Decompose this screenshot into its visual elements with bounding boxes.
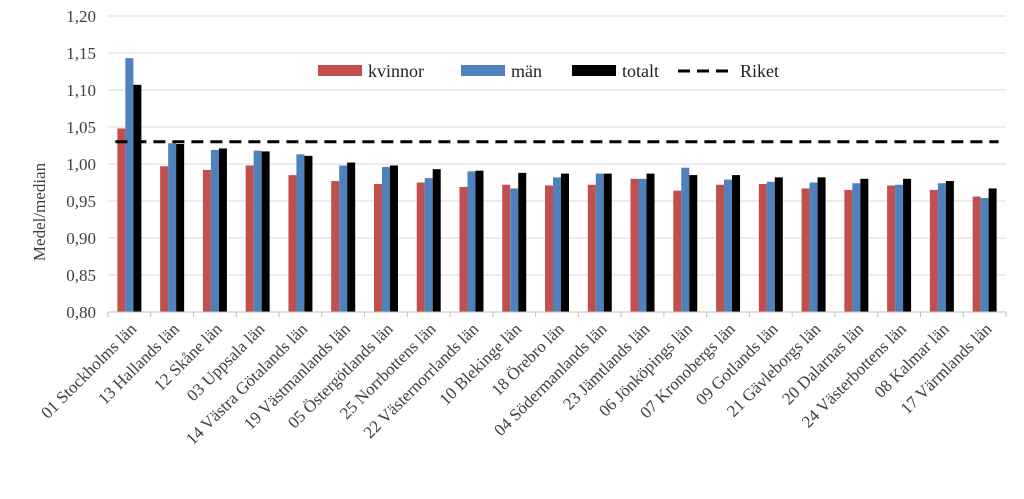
- bar-kvinnor: [331, 181, 340, 312]
- bars: [117, 58, 997, 313]
- y-axis: 0,80 0,85 0,90 0,95 1,00 1,05 1,10 1,15 1,20: [66, 7, 96, 322]
- bar-kvinnor: [117, 128, 126, 312]
- bar-kvinnor: [545, 185, 553, 312]
- bar-män: [253, 150, 262, 312]
- bar-män: [638, 178, 647, 312]
- bar-män: [595, 173, 604, 312]
- bar-kvinnor: [416, 182, 425, 312]
- bar-kvinnor: [673, 190, 682, 312]
- bar-kvinnor: [758, 183, 767, 312]
- bar-män: [980, 198, 989, 312]
- bar-kvinnor: [587, 184, 596, 312]
- bar-kvinnor: [373, 183, 382, 312]
- legend-label: kvinnor: [368, 61, 424, 81]
- bar-kvinnor: [160, 166, 169, 312]
- legend-label: Riket: [740, 61, 779, 81]
- bar-män: [724, 179, 733, 312]
- bar-kvinnor: [887, 185, 896, 312]
- bar-totalt: [304, 155, 313, 312]
- bar-kvinnor: [245, 165, 254, 312]
- bar-män: [424, 178, 433, 312]
- legend-swatch-totalt: [572, 65, 616, 76]
- bar-kvinnor: [502, 184, 511, 312]
- bar-totalt: [518, 172, 527, 312]
- bar-totalt: [732, 175, 741, 312]
- bar-totalt: [646, 173, 655, 312]
- bar-totalt: [903, 178, 912, 312]
- bar-män: [168, 143, 177, 312]
- legend-swatch-kvinnor: [318, 65, 362, 76]
- bar-totalt: [432, 169, 441, 312]
- bar-kvinnor: [288, 175, 297, 312]
- bar-totalt: [689, 175, 698, 312]
- bar-kvinnor: [844, 189, 853, 312]
- legend-swatch-män: [461, 65, 505, 76]
- legend-label: totalt: [622, 61, 659, 81]
- bar-män: [296, 154, 305, 312]
- y-tick-label: 0,80: [66, 303, 96, 322]
- bar-män: [553, 177, 561, 312]
- y-axis-title: Medel/median: [30, 162, 49, 261]
- bar-totalt: [218, 148, 227, 312]
- bar-män: [809, 182, 818, 312]
- legend-label: män: [511, 61, 542, 81]
- bar-totalt: [774, 177, 783, 312]
- bar-totalt: [389, 165, 398, 312]
- bar-totalt: [475, 170, 484, 312]
- bar-totalt: [603, 173, 612, 312]
- bar-totalt: [561, 173, 569, 312]
- y-tick-label: 1,20: [66, 7, 96, 26]
- y-tick-label: 1,15: [66, 44, 96, 63]
- bar-kvinnor: [716, 184, 725, 312]
- bar-totalt: [347, 162, 356, 312]
- bar-kvinnor: [929, 189, 938, 312]
- y-tick-label: 0,85: [66, 266, 96, 285]
- bar-män: [125, 58, 134, 313]
- y-tick-label: 1,05: [66, 118, 96, 137]
- bar-kvinnor: [630, 178, 639, 312]
- bar-män: [895, 184, 904, 312]
- bar-män: [339, 165, 348, 312]
- y-tick-label: 0,95: [66, 192, 96, 211]
- y-tick-label: 1,10: [66, 81, 96, 100]
- legend: kvinnor män totalt Riket: [318, 61, 779, 81]
- bar-kvinnor: [202, 169, 211, 312]
- bar-kvinnor: [459, 186, 468, 312]
- bar-män: [381, 166, 390, 312]
- bar-män: [510, 188, 519, 312]
- bar-män: [852, 183, 861, 312]
- bar-män: [937, 183, 946, 312]
- bar-kvinnor: [801, 188, 810, 312]
- bar-män: [210, 149, 219, 312]
- y-tick-label: 0,90: [66, 229, 96, 248]
- bar-män: [467, 171, 476, 312]
- y-tick-label: 1,00: [66, 155, 96, 174]
- bar-totalt: [817, 177, 826, 312]
- bar-män: [766, 181, 775, 312]
- bar-totalt: [988, 188, 997, 312]
- bar-totalt: [176, 144, 185, 312]
- bar-totalt: [945, 181, 954, 312]
- bar-män: [681, 167, 690, 312]
- bar-totalt: [133, 84, 142, 312]
- bar-totalt: [860, 178, 869, 312]
- bar-kvinnor: [972, 196, 981, 312]
- bar-totalt: [261, 151, 270, 312]
